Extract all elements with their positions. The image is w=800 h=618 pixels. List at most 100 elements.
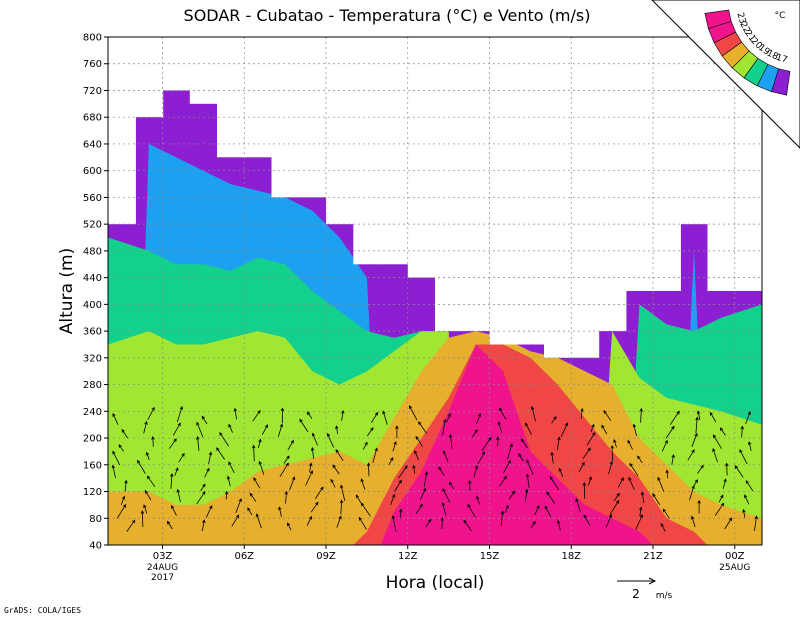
wind-arrow bbox=[228, 461, 235, 473]
wind-arrow bbox=[583, 514, 591, 526]
wind-arrow-shaft bbox=[669, 411, 680, 425]
wind-arrow-shaft bbox=[167, 521, 173, 530]
wind-arrow-shaft bbox=[551, 416, 557, 424]
wind-arrow-head bbox=[338, 515, 342, 520]
wind-arrow-shaft bbox=[197, 436, 200, 451]
wind-arrow bbox=[560, 422, 568, 437]
wind-arrow-shaft bbox=[283, 455, 290, 464]
wind-arrow bbox=[231, 514, 240, 527]
wind-arrow-head bbox=[228, 461, 232, 466]
wind-arrow-shaft bbox=[665, 426, 675, 439]
wind-arrow-head bbox=[355, 494, 360, 499]
wind-arrow-head bbox=[525, 473, 530, 478]
y-tick-label: 360 bbox=[83, 327, 102, 338]
wind-arrow bbox=[695, 416, 699, 434]
wind-arrow bbox=[635, 514, 643, 530]
wind-arrow-shaft bbox=[306, 516, 312, 526]
wind-arrow-head bbox=[657, 476, 661, 481]
wind-arrow-shaft bbox=[144, 490, 152, 501]
wind-arrow bbox=[205, 505, 213, 518]
wind-arrow bbox=[441, 502, 447, 516]
wind-arrow bbox=[201, 519, 206, 532]
wind-arrow bbox=[314, 486, 324, 500]
wind-arrow bbox=[627, 439, 633, 450]
wind-arrow bbox=[714, 502, 725, 516]
wind-arrow bbox=[718, 494, 724, 503]
wind-arrow-shaft bbox=[741, 426, 743, 438]
wind-arrow-shaft bbox=[118, 444, 124, 452]
wind-arrow-head bbox=[496, 436, 500, 440]
wind-arrow-shaft bbox=[504, 505, 509, 514]
wind-arrow-shaft bbox=[336, 426, 338, 435]
wind-arrow bbox=[530, 520, 536, 529]
wind-arrow bbox=[603, 410, 612, 421]
wind-arrow bbox=[414, 450, 419, 461]
wind-arrow bbox=[534, 504, 540, 516]
wind-arrow-shaft bbox=[724, 517, 733, 530]
color-bar-swatch bbox=[704, 9, 732, 29]
wind-arrow-head bbox=[146, 475, 151, 480]
wind-arrow-head bbox=[467, 503, 471, 508]
wind-arrow-head bbox=[639, 514, 643, 519]
wind-arrow bbox=[226, 475, 231, 487]
wind-arrow bbox=[442, 488, 451, 503]
wind-arrow-head bbox=[330, 478, 334, 483]
wind-arrow-shaft bbox=[697, 465, 704, 474]
wind-arrow-shaft bbox=[289, 476, 295, 491]
wind-arrow-head bbox=[536, 504, 540, 509]
x-tick-sublabel: 25AUG bbox=[719, 563, 750, 573]
wind-arrow-head bbox=[549, 475, 553, 480]
wind-arrow-head bbox=[588, 476, 592, 480]
wind-arrow-head bbox=[660, 522, 664, 527]
wind-arrow-shaft bbox=[366, 427, 374, 437]
wind-arrow-head bbox=[112, 450, 116, 455]
wind-arrow bbox=[712, 447, 718, 463]
wind-arrow bbox=[145, 451, 150, 461]
wind-arrow bbox=[255, 513, 262, 529]
wind-arrow-head bbox=[428, 518, 432, 523]
wind-arrow-head bbox=[637, 455, 641, 460]
wind-arrow-head bbox=[366, 462, 371, 467]
wind-arrow bbox=[289, 476, 296, 491]
wind-arrow bbox=[496, 436, 500, 447]
wind-arrow-shaft bbox=[709, 412, 717, 423]
wind-arrow-head bbox=[500, 510, 505, 515]
wind-arrow-head bbox=[580, 407, 584, 412]
wind-arrow-head bbox=[392, 493, 396, 498]
y-tick-label: 80 bbox=[89, 514, 102, 525]
wind-arrow-head bbox=[509, 443, 513, 448]
wind-arrow-shaft bbox=[382, 411, 388, 425]
wind-arrow-head bbox=[177, 422, 181, 427]
wind-arrow-head bbox=[140, 510, 145, 514]
wind-arrow-shaft bbox=[311, 447, 314, 459]
y-tick-label: 640 bbox=[83, 139, 102, 150]
wind-arrow bbox=[544, 505, 552, 518]
wind-arrow-head bbox=[632, 423, 637, 428]
wind-arrow-head bbox=[111, 464, 116, 469]
wind-arrow bbox=[551, 415, 557, 424]
wind-arrow-shaft bbox=[253, 445, 255, 462]
wind-arrow-head bbox=[206, 467, 210, 472]
wind-arrow-shaft bbox=[355, 494, 362, 504]
wind-arrow-head bbox=[280, 407, 285, 412]
wind-arrow bbox=[278, 506, 282, 517]
wind-arrow bbox=[235, 498, 242, 514]
wind-arrow-shaft bbox=[613, 439, 617, 448]
wind-arrow-head bbox=[734, 465, 739, 469]
wind-arrow bbox=[556, 519, 561, 531]
wind-arrow-shaft bbox=[146, 452, 150, 461]
wind-arrow-shaft bbox=[228, 424, 233, 433]
wind-arrow bbox=[745, 480, 754, 492]
wind-arrow-head bbox=[258, 460, 262, 465]
wind-arrow bbox=[657, 476, 665, 492]
wind-arrow bbox=[578, 461, 585, 473]
wind-arrow-head bbox=[448, 481, 453, 486]
wind-arrow bbox=[249, 492, 257, 502]
wind-arrow-shaft bbox=[442, 488, 451, 503]
wind-arrow bbox=[520, 438, 528, 449]
wind-arrow bbox=[662, 508, 670, 519]
wind-arrow-shaft bbox=[549, 476, 560, 491]
wind-arrow-head bbox=[557, 436, 561, 441]
wind-arrow bbox=[504, 504, 509, 514]
wind-arrow-shaft bbox=[500, 511, 503, 527]
